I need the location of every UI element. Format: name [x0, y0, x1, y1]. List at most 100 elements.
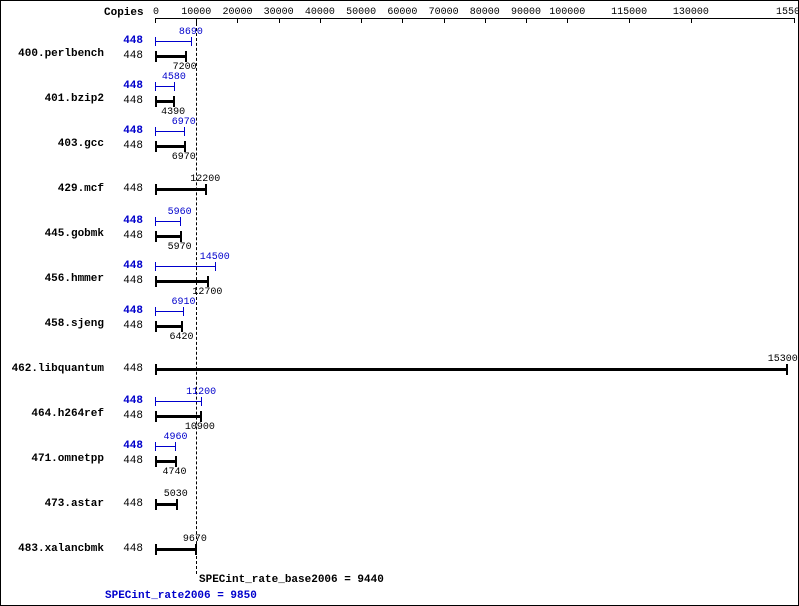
axis-tick-mark: [402, 18, 403, 23]
value-peak: 4580: [162, 72, 186, 83]
bar-peak: [155, 401, 201, 402]
copies-peak: 448: [113, 305, 143, 317]
axis-tick-label: 70000: [429, 7, 459, 18]
copies-base: 448: [113, 410, 143, 422]
value-base: 6420: [169, 332, 193, 343]
axis-tick-label: 90000: [511, 7, 541, 18]
benchmark-name: 401.bzip2: [4, 93, 104, 105]
summary-base: SPECint_rate_base2006 = 9440: [199, 574, 384, 586]
copies-base: 448: [113, 183, 143, 195]
value-peak: 5960: [168, 207, 192, 218]
value-base: 12200: [190, 174, 220, 185]
benchmark-name: 403.gcc: [4, 138, 104, 150]
copies-peak: 448: [113, 440, 143, 452]
value-base: 12700: [192, 287, 222, 298]
benchmark-name: 471.omnetpp: [4, 453, 104, 465]
value-peak: 6970: [172, 117, 196, 128]
bar-peak: [155, 41, 191, 42]
copies-base: 448: [113, 455, 143, 467]
axis-tick-mark: [279, 18, 280, 23]
bar-base: [155, 235, 180, 238]
value-peak: 11200: [186, 387, 216, 398]
bar-base: [155, 188, 205, 191]
value-base: 5970: [168, 242, 192, 253]
copies-peak: 448: [113, 395, 143, 407]
copies-base: 448: [113, 140, 143, 152]
value-base: 6970: [172, 152, 196, 163]
bar-peak: [155, 311, 183, 312]
axis-tick-label: 30000: [264, 7, 294, 18]
spec-chart: Copies 010000200003000040000500006000070…: [0, 0, 799, 606]
axis-tick-label: 0: [153, 7, 159, 18]
bar-base: [155, 460, 175, 463]
axis-tick-mark: [237, 18, 238, 23]
value-peak: 4960: [163, 432, 187, 443]
reference-line: [196, 23, 197, 574]
axis-tick-label: 155000: [776, 7, 799, 18]
value-base: 5030: [164, 489, 188, 500]
axis-tick-mark: [361, 18, 362, 23]
copies-peak: 448: [113, 35, 143, 47]
axis-tick-label: 50000: [346, 7, 376, 18]
axis-tick-label: 80000: [470, 7, 500, 18]
axis-tick-mark: [444, 18, 445, 23]
benchmark-name: 445.gobmk: [4, 228, 104, 240]
value-base: 4740: [163, 467, 187, 478]
bar-base: [155, 325, 181, 328]
value-peak: 14500: [200, 252, 230, 263]
axis-tick-label: 115000: [611, 7, 647, 18]
axis-tick-mark: [320, 18, 321, 23]
copies-base: 448: [113, 50, 143, 62]
benchmark-name: 458.sjeng: [4, 318, 104, 330]
axis-tick-mark: [485, 18, 486, 23]
bar-base: [155, 368, 786, 371]
copies-base: 448: [113, 543, 143, 555]
bar-base: [155, 548, 195, 551]
value-base: 10900: [185, 422, 215, 433]
copies-peak: 448: [113, 80, 143, 92]
axis-tick-label: 60000: [387, 7, 417, 18]
value-base: 9670: [183, 534, 207, 545]
summary-peak: SPECint_rate2006 = 9850: [105, 590, 257, 602]
value-peak: 6910: [171, 297, 195, 308]
bar-base: [155, 503, 176, 506]
benchmark-name: 464.h264ref: [4, 408, 104, 420]
axis-tick-label: 20000: [222, 7, 252, 18]
axis-tick-label: 130000: [673, 7, 709, 18]
benchmark-name: 483.xalancbmk: [4, 543, 104, 555]
bar-peak: [155, 86, 174, 87]
bar-peak: [155, 446, 175, 447]
benchmark-name: 462.libquantum: [4, 363, 104, 375]
axis-tick-mark: [794, 18, 795, 23]
benchmark-name: 473.astar: [4, 498, 104, 510]
axis-tick-label: 40000: [305, 7, 335, 18]
bar-base: [155, 145, 184, 148]
axis-tick-mark: [629, 18, 630, 23]
benchmark-name: 400.perlbench: [4, 48, 104, 60]
copies-base: 448: [113, 320, 143, 332]
axis-tick-mark: [567, 18, 568, 23]
bar-base: [155, 55, 185, 58]
copies-base: 448: [113, 230, 143, 242]
bar-base: [155, 100, 173, 103]
copies-header: Copies: [104, 7, 144, 19]
axis-tick-label: 100000: [549, 7, 585, 18]
benchmark-name: 456.hmmer: [4, 273, 104, 285]
copies-base: 448: [113, 363, 143, 375]
axis-tick-mark: [526, 18, 527, 23]
copies-peak: 448: [113, 125, 143, 137]
bar-base: [155, 415, 200, 418]
bar-peak: [155, 221, 180, 222]
value-peak: 8690: [179, 27, 203, 38]
bar-base: [155, 280, 207, 283]
benchmark-name: 429.mcf: [4, 183, 104, 195]
copies-peak: 448: [113, 215, 143, 227]
axis-tick-mark: [155, 18, 156, 23]
copies-base: 448: [113, 275, 143, 287]
copies-peak: 448: [113, 260, 143, 272]
copies-base: 448: [113, 498, 143, 510]
copies-base: 448: [113, 95, 143, 107]
bar-peak: [155, 131, 184, 132]
axis-tick-mark: [691, 18, 692, 23]
bar-peak: [155, 266, 215, 267]
